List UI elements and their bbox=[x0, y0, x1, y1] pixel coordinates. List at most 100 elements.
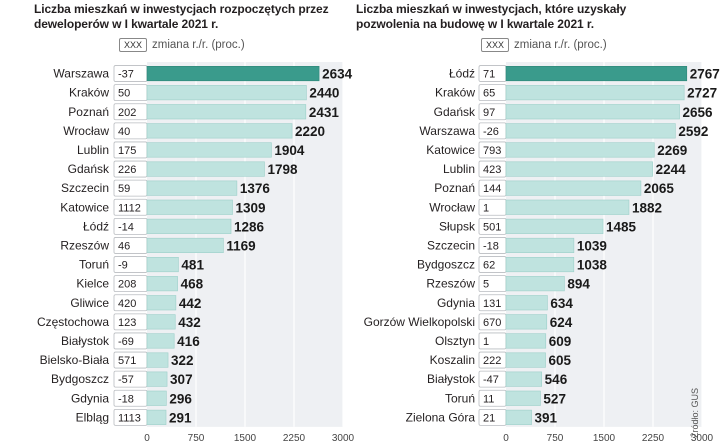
x-tick-label: 1500 bbox=[593, 433, 616, 444]
yoy-change-label: 793 bbox=[483, 145, 501, 157]
yoy-change-label: 21 bbox=[483, 412, 495, 424]
yoy-change-label: 46 bbox=[118, 240, 130, 252]
bar-highlight bbox=[146, 66, 320, 82]
category-label: Wrocław bbox=[63, 124, 109, 138]
category-label: Rzeszów bbox=[60, 238, 109, 252]
bar bbox=[505, 256, 575, 273]
bar bbox=[146, 276, 178, 292]
yoy-change-label: 1 bbox=[483, 202, 489, 214]
x-tick-label: 0 bbox=[503, 433, 509, 444]
category-label: Katowice bbox=[60, 200, 109, 214]
value-label: 296 bbox=[169, 391, 192, 406]
value-label: 1038 bbox=[577, 258, 608, 273]
bar bbox=[146, 85, 307, 101]
category-label: Gorzów Wielkopolski bbox=[364, 315, 475, 329]
right-chart-title-line-1: Liczba mieszkań w inwestycjach, które uz… bbox=[356, 2, 627, 16]
yoy-change-label: 1112 bbox=[118, 202, 141, 214]
yoy-change-label: 501 bbox=[483, 221, 501, 233]
x-tick-label: 2250 bbox=[283, 433, 306, 444]
x-tick-label: 0 bbox=[144, 433, 150, 444]
value-label: 1309 bbox=[236, 200, 266, 215]
x-tick-label: 2250 bbox=[642, 433, 665, 444]
category-label: Gdańsk bbox=[68, 162, 110, 176]
right-legend: XXX zmiana r./r. (proc.) bbox=[481, 38, 607, 52]
yoy-change-label: 202 bbox=[118, 107, 136, 119]
bar bbox=[146, 237, 224, 253]
value-label: 2431 bbox=[309, 105, 340, 120]
bar bbox=[146, 371, 168, 387]
category-label: Kraków bbox=[69, 86, 109, 100]
category-label: Lublin bbox=[443, 162, 475, 176]
category-label: Częstochowa bbox=[37, 315, 109, 329]
value-label: 609 bbox=[549, 334, 572, 349]
value-label: 291 bbox=[169, 410, 192, 425]
value-label: 416 bbox=[177, 334, 200, 349]
category-label: Kraków bbox=[435, 86, 475, 100]
value-label: 2592 bbox=[678, 124, 708, 139]
bar bbox=[146, 142, 272, 158]
yoy-change-label: 670 bbox=[483, 317, 501, 329]
category-label: Szczecin bbox=[427, 238, 475, 252]
yoy-change-label: 144 bbox=[483, 183, 501, 195]
category-label: Bydgoszcz bbox=[51, 372, 109, 386]
yoy-change-label: 65 bbox=[483, 88, 495, 100]
yoy-change-label: 97 bbox=[483, 107, 495, 119]
value-label: 1882 bbox=[632, 200, 662, 215]
yoy-change-label: -9 bbox=[118, 260, 128, 272]
value-label: 2727 bbox=[687, 86, 717, 101]
value-label: 481 bbox=[181, 258, 204, 273]
value-label: 2244 bbox=[656, 162, 687, 177]
x-tick-label: 750 bbox=[547, 433, 564, 444]
bar bbox=[505, 218, 604, 234]
left-chart-title: Liczba mieszkań w inwestycjach rozpoczęt… bbox=[34, 2, 329, 32]
category-label: Toruń bbox=[445, 391, 475, 405]
yoy-change-label: 420 bbox=[118, 298, 136, 310]
right-chart-title-line-2: pozwolenia na budowę w I kwartale 2021 r… bbox=[356, 17, 594, 31]
value-label: 894 bbox=[567, 277, 590, 292]
category-label: Szczecin bbox=[61, 181, 109, 195]
value-label: 2767 bbox=[690, 67, 720, 82]
category-label: Warszawa bbox=[419, 124, 475, 138]
category-label: Łódź bbox=[83, 219, 109, 233]
value-label: 1286 bbox=[234, 219, 265, 234]
left-bar-chart: 0 750 1500 2250 3000 Warszawa -37 2634 Kraków 50 2… bbox=[37, 62, 355, 444]
category-label: Łódź bbox=[449, 67, 475, 81]
bar bbox=[505, 104, 680, 120]
value-label: 468 bbox=[181, 277, 204, 292]
bar bbox=[505, 314, 548, 330]
value-label: 432 bbox=[178, 315, 201, 330]
right-legend-key: XXX bbox=[481, 38, 510, 52]
category-label: Rzeszów bbox=[426, 277, 475, 291]
category-label: Koszalin bbox=[430, 353, 475, 367]
category-label: Bielsko-Biała bbox=[40, 353, 110, 367]
x-tick-label: 3000 bbox=[332, 433, 355, 444]
category-label: Katowice bbox=[426, 143, 475, 157]
value-label: 2634 bbox=[322, 67, 353, 82]
yoy-change-label: 1 bbox=[483, 336, 489, 348]
value-label: 442 bbox=[179, 296, 202, 311]
value-label: 2065 bbox=[644, 181, 675, 196]
bar bbox=[505, 85, 685, 101]
bar bbox=[505, 161, 653, 177]
yoy-change-label: 423 bbox=[483, 164, 501, 176]
category-label: Warszawa bbox=[53, 67, 109, 81]
yoy-change-label: 123 bbox=[118, 317, 136, 329]
yoy-change-label: 5 bbox=[483, 279, 489, 291]
yoy-change-label: 62 bbox=[483, 260, 495, 272]
yoy-change-label: 208 bbox=[118, 279, 136, 291]
bar bbox=[505, 371, 542, 387]
category-label: Gdynia bbox=[437, 296, 475, 310]
x-tick-label: 750 bbox=[188, 433, 205, 444]
value-label: 605 bbox=[549, 353, 572, 368]
left-legend: XXX zmiana r./r. (proc.) bbox=[119, 38, 245, 52]
yoy-change-label: 175 bbox=[118, 145, 136, 157]
bar bbox=[505, 142, 655, 158]
value-label: 634 bbox=[550, 296, 573, 311]
bar bbox=[505, 237, 575, 253]
yoy-change-label: 222 bbox=[483, 355, 501, 367]
bar bbox=[146, 256, 179, 273]
bar bbox=[146, 104, 307, 120]
bar bbox=[505, 295, 548, 311]
value-label: 1485 bbox=[606, 219, 637, 234]
